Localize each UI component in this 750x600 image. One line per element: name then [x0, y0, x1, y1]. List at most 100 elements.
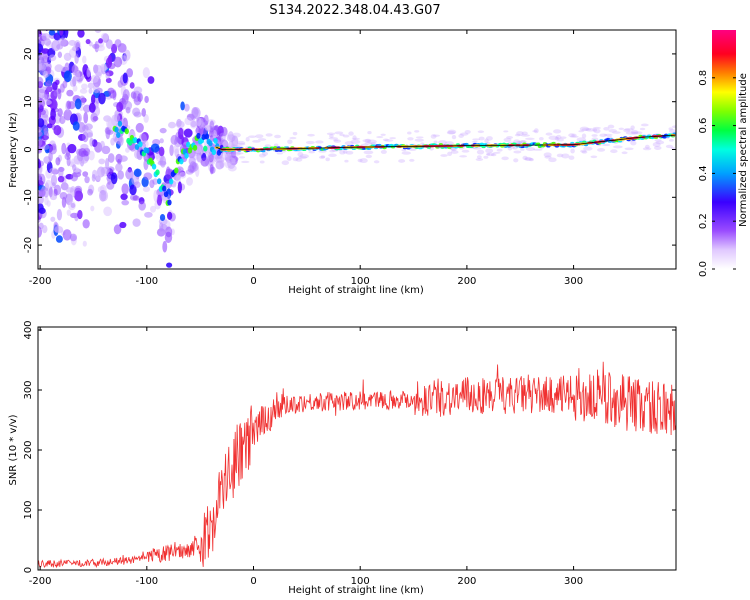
spectrogram-noise-blob	[39, 54, 48, 63]
spectrogram-halo-blob	[621, 151, 628, 155]
spectrogram-halo-blob	[365, 154, 372, 159]
spectrogram-noise-blob	[91, 94, 96, 105]
spectrogram-noise-blob	[183, 128, 193, 138]
spectrogram-ridge-point	[124, 128, 129, 135]
spectrogram-noise-blob	[50, 216, 56, 222]
spectrogram-noise-blob	[38, 138, 43, 147]
spectrogram-noise-blob	[150, 205, 157, 213]
spectrogram-noise-blob	[117, 135, 124, 147]
spectrogram-noise-blob	[45, 179, 52, 189]
spectrogram-noise-blob	[49, 193, 58, 201]
spectrogram-noise-blob	[84, 176, 90, 184]
spectrogram-halo-blob	[639, 127, 646, 131]
spectrogram-halo-blob	[433, 140, 438, 144]
spectrogram-halo-blob	[232, 132, 241, 138]
snr-y-ticks: 0 100 200 300 400	[23, 320, 676, 573]
spectrogram-halo-blob	[351, 137, 361, 140]
spectrogram-noise-blob	[76, 21, 81, 29]
spectrogram-halo-blob	[389, 137, 397, 140]
spectrogram-halo-blob	[583, 146, 593, 151]
spectrogram-halo-blob	[382, 138, 389, 142]
spectrogram-halo-blob	[654, 139, 662, 142]
spectrogram-halo-blob	[516, 131, 524, 136]
spectrogram-noise-blob	[132, 107, 141, 117]
spectrogram-noise-blob	[186, 177, 193, 186]
spectrogram-halo-blob	[603, 133, 613, 137]
spectrogram-halo-blob	[668, 127, 673, 131]
spectrogram-noise-blob	[92, 43, 100, 49]
spectrogram-noise-blob	[143, 114, 149, 123]
spectrogram-halo-blob	[640, 123, 649, 127]
spectrogram-halo-blob	[230, 153, 237, 156]
spectrogram-noise-blob	[38, 11, 44, 19]
spectrogram-halo-blob	[665, 144, 674, 149]
spectrogram-noise-blob	[159, 127, 167, 134]
spectrogram-halo-blob	[257, 138, 267, 141]
spectrogram-halo-blob	[362, 139, 371, 143]
spectrogram-noise-blob	[209, 120, 215, 131]
spectrogram-x-ticks: -200 -100 0 100 200 300	[29, 30, 583, 287]
spectrogram-noise-blob	[100, 190, 109, 202]
spectrogram-ridge-point	[163, 191, 169, 198]
spectrogram-noise-blob	[107, 153, 115, 163]
spectrogram-noise-blob	[114, 113, 120, 123]
spectrogram-halo-blob	[477, 130, 485, 134]
spectrogram-ridge-point	[117, 120, 123, 127]
spectrogram-noise-blob	[59, 83, 65, 93]
spectrogram-halo-blob	[618, 127, 625, 131]
spectrogram-noise-blob	[132, 218, 141, 227]
spectrogram-noise-blob	[116, 101, 123, 113]
spectrogram-halo-blob	[364, 138, 372, 143]
spectrogram-halo-blob	[532, 148, 543, 151]
spectrogram-noise-blob	[43, 93, 51, 101]
spectrogram-noise-blob	[121, 199, 130, 206]
spectrogram-halo-blob	[613, 145, 623, 149]
spectrogram-halo-blob	[644, 144, 650, 149]
spectrogram-noise-blob	[37, 23, 42, 28]
spectrogram-noise-blob	[77, 30, 85, 38]
x-tick-label: -100	[135, 276, 158, 287]
spectrogram-halo-blob	[610, 149, 618, 154]
spectrogram-noise-blob	[203, 114, 209, 126]
spectrogram-noise-blob	[113, 56, 123, 68]
spectrogram-noise-blob	[63, 109, 73, 121]
spectrogram-noise-blob	[144, 211, 153, 218]
spectrogram-noise-blob	[166, 211, 173, 220]
spectrogram-noise-blob	[114, 39, 122, 48]
spectrogram-noise-blob	[173, 144, 179, 154]
snr-panel: -200 -100 0 100 200 300 0 100 200 300 400 Height …	[8, 320, 677, 596]
spectrogram-halo-blob	[630, 140, 637, 146]
spectrogram-halo-blob	[297, 156, 308, 159]
spectrogram-halo-blob	[483, 155, 489, 159]
colorbar-tick-label: 0.8	[698, 70, 709, 86]
spectrogram-noise-blob	[122, 89, 130, 100]
spectrogram-halo-blob	[292, 131, 298, 136]
spectrogram-noise-blob	[41, 32, 51, 41]
spectrogram-noise-blob	[160, 224, 168, 232]
spectrogram-halo-blob	[237, 140, 246, 145]
spectrogram-halo-blob	[367, 131, 372, 135]
spectrogram-halo-blob	[591, 134, 598, 137]
spectrogram-noise-blob	[55, 157, 61, 166]
spectrogram-halo-blob	[630, 129, 639, 135]
spectrogram-noise-blob	[113, 224, 122, 235]
spectrogram-halo-blob	[239, 156, 246, 159]
spectrogram-noise-blob	[141, 108, 146, 117]
spectrogram-noise-blob	[54, 225, 64, 234]
spectrogram-noise-blob	[65, 0, 74, 6]
spectrogram-halo-blob	[447, 129, 457, 135]
spectrogram-halo-blob	[578, 130, 585, 133]
x-tick-label: 100	[351, 276, 370, 287]
y-tick-label: 100	[23, 500, 34, 519]
spectrogram-halo-blob	[544, 155, 552, 159]
spectrogram-noise-blob	[39, 109, 46, 115]
spectrogram-halo-blob	[308, 150, 316, 154]
spectrogram-noise-blob	[156, 194, 163, 206]
spectrogram-halo-blob	[570, 148, 575, 154]
spectrogram-halo-blob	[484, 138, 489, 144]
spectrogram-noise-blob	[104, 157, 110, 170]
spectrogram-halo-blob	[579, 126, 590, 132]
spectrogram-noise-blob	[159, 214, 166, 222]
spectrogram-halo-blob	[248, 135, 257, 138]
